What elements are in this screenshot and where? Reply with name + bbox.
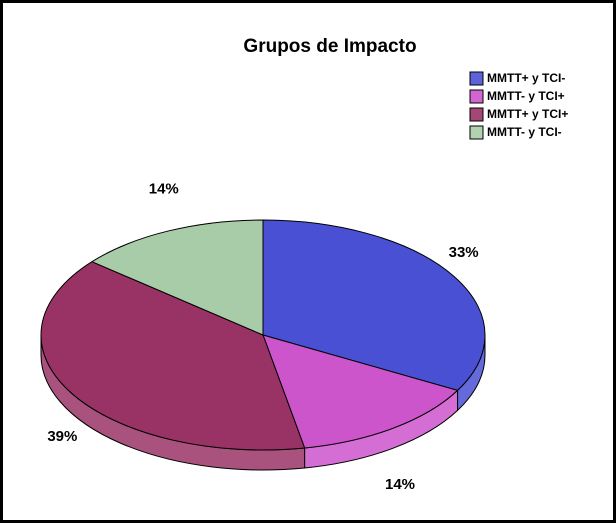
data-label: 14%	[385, 476, 415, 493]
legend	[464, 64, 606, 156]
slice	[40, 261, 306, 451]
legend-swatch	[469, 107, 484, 122]
legend-label: MMTT+ y TCI-	[487, 71, 565, 85]
legend-swatch	[469, 125, 484, 140]
legend-label: MMTT- y TCI-	[487, 125, 562, 139]
data-label: 39%	[47, 428, 77, 445]
data-label: 14%	[149, 180, 179, 197]
legend-swatch	[469, 71, 484, 86]
legend-label: MMTT- y TCI+	[487, 89, 565, 103]
chart-title: Grupos de Impacto	[243, 36, 416, 57]
data-label: 33%	[449, 244, 479, 261]
legend-label: MMTT+ y TCI+	[487, 107, 568, 121]
slice	[262, 219, 486, 391]
slice	[262, 334, 459, 449]
legend-swatch	[469, 89, 484, 104]
slice	[90, 219, 264, 336]
